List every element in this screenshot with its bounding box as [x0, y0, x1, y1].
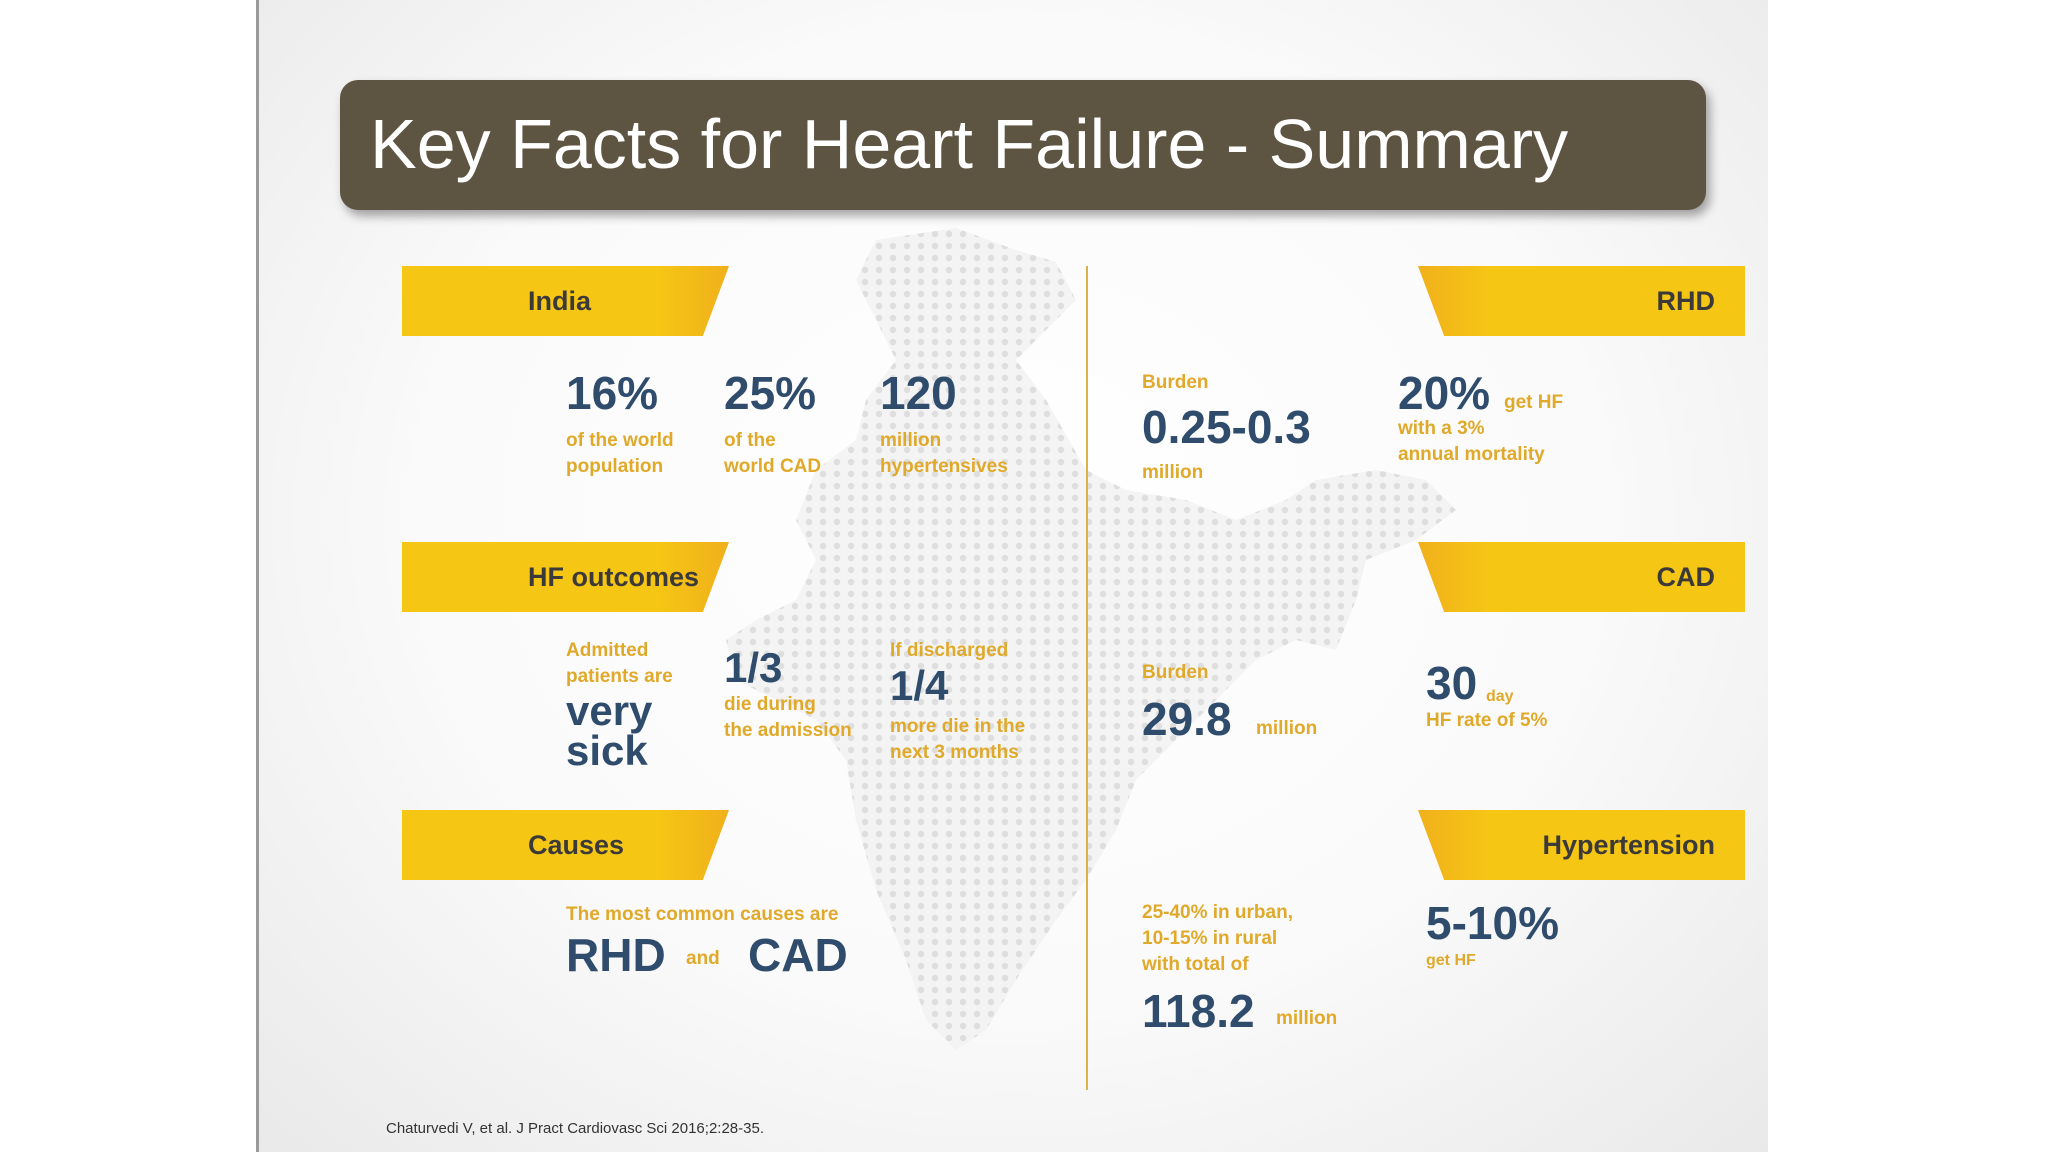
rhd-stat-desc-line1: with a 3% [1398, 418, 1485, 439]
stat-value: 16% [566, 367, 659, 419]
outcome-emphasis-line1: very [566, 687, 653, 734]
outcome-emphasis-line2: sick [566, 727, 648, 774]
india-map-illustration [726, 228, 1456, 1050]
stat-desc-line1: of the [724, 430, 776, 451]
htn-desc-line3: with total of [1142, 954, 1249, 975]
stat-value: 25% [724, 367, 817, 419]
outcome-intro-line2: patients are [566, 666, 673, 687]
banner-cad: CAD [1418, 542, 1745, 612]
burden-label: Burden [1142, 662, 1209, 683]
burden-unit: million [1142, 462, 1204, 483]
stat-desc-line2: world CAD [724, 456, 822, 477]
outcome-fraction-desc-line1: die during [724, 694, 816, 715]
outcome-fraction-desc-line1: more die in the [890, 716, 1026, 737]
stat-desc-line2: population [566, 456, 664, 477]
burden-unit: million [1276, 1008, 1338, 1029]
htn-stat-desc: get HF [1426, 952, 1476, 969]
banner-rhd: RHD [1418, 266, 1745, 336]
rhd-stat-desc-line2: annual mortality [1398, 444, 1545, 465]
htn-desc-line2: 10-15% in rural [1142, 928, 1278, 949]
outcome-fraction-desc-line2: next 3 months [890, 742, 1019, 763]
burden-label: Burden [1142, 372, 1209, 393]
cad-stat-value: 30 [1426, 657, 1478, 709]
citation: Chaturvedi V, et al. J Pract Cardiovasc … [386, 1120, 764, 1137]
banner-hypertension: Hypertension [1418, 810, 1745, 880]
slide-title: Key Facts for Heart Failure - Summary [370, 105, 1569, 183]
stat-desc-line2: hypertensives [880, 456, 1008, 477]
slide-left-edge [256, 0, 259, 1152]
outcome-fraction-pre: If discharged [890, 640, 1009, 661]
causes-intro: The most common causes are [566, 904, 839, 925]
burden-value: 118.2 [1142, 985, 1255, 1037]
htn-stat-value: 5-10% [1426, 897, 1559, 949]
causes-connector: and [686, 948, 720, 969]
outcome-fraction: 1/3 [724, 644, 783, 691]
rhd-stat-value: 20% [1398, 367, 1491, 419]
banner-causes: Causes [402, 810, 729, 880]
burden-value: 0.25-0.3 [1142, 401, 1311, 453]
htn-desc-line1: 25-40% in urban, [1142, 902, 1293, 923]
outcome-fraction: 1/4 [890, 662, 949, 709]
slide: Key Facts for Heart Failure - Summary In… [256, 0, 1768, 1152]
stat-desc-line1: million [880, 430, 942, 451]
banner-hf-outcomes: HF outcomes [402, 542, 729, 612]
outcome-intro-line1: Admitted [566, 640, 649, 661]
cause-2: CAD [748, 929, 848, 981]
burden-unit: million [1256, 718, 1318, 739]
cause-1: RHD [566, 929, 666, 981]
title-bar: Key Facts for Heart Failure - Summary [340, 80, 1706, 210]
cad-stat-desc: HF rate of 5% [1426, 710, 1548, 731]
stat-value: 120 [880, 367, 957, 419]
stat-desc-line1: of the world [566, 430, 674, 451]
burden-value: 29.8 [1142, 693, 1232, 745]
cad-stat-suffix: day [1486, 688, 1514, 705]
center-divider [1086, 266, 1088, 1090]
banner-india: India [402, 266, 729, 336]
rhd-stat-suffix: get HF [1504, 392, 1564, 413]
outcome-fraction-desc-line2: the admission [724, 720, 852, 741]
